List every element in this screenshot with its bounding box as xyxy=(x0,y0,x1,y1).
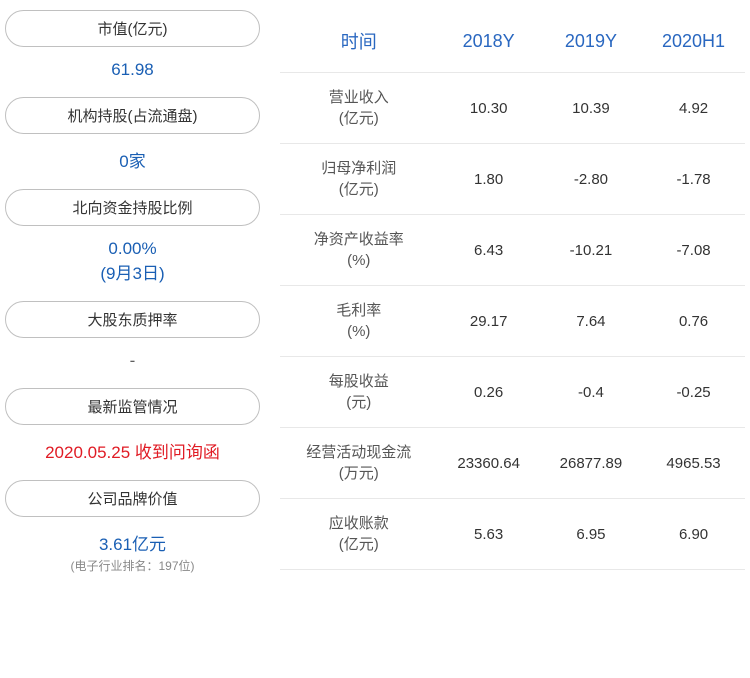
brand-value-rank: (电子行业排名：197位) xyxy=(5,557,260,574)
metric-label: 应收账款(亿元) xyxy=(280,499,438,570)
cell-value: 10.39 xyxy=(540,73,642,144)
northbound-percent: 0.00% xyxy=(108,239,156,258)
cell-value: 4.92 xyxy=(642,73,745,144)
cell-value: 5.63 xyxy=(438,499,540,570)
institutional-holding-label: 机构持股(占流通盘) xyxy=(5,97,260,134)
table-row: 毛利率(%) 29.17 7.64 0.76 xyxy=(280,286,745,357)
financial-table-panel: 时间 2018Y 2019Y 2020H1 营业收入(亿元) 10.30 10.… xyxy=(280,10,745,668)
header-2019y: 2019Y xyxy=(540,10,642,73)
financial-table: 时间 2018Y 2019Y 2020H1 营业收入(亿元) 10.30 10.… xyxy=(280,10,745,570)
cell-value: 6.90 xyxy=(642,499,745,570)
table-header-row: 时间 2018Y 2019Y 2020H1 xyxy=(280,10,745,73)
market-cap-label: 市值(亿元) xyxy=(5,10,260,47)
cell-value: 6.95 xyxy=(540,499,642,570)
cell-value: 10.30 xyxy=(438,73,540,144)
cell-value: 26877.89 xyxy=(540,428,642,499)
metric-label: 归母净利润(亿元) xyxy=(280,144,438,215)
metric-label: 净资产收益率(%) xyxy=(280,215,438,286)
northbound-holding-label: 北向资金持股比例 xyxy=(5,189,260,226)
cell-value: 0.26 xyxy=(438,357,540,428)
cell-value: -0.4 xyxy=(540,357,642,428)
cell-value: -2.80 xyxy=(540,144,642,215)
table-body: 营业收入(亿元) 10.30 10.39 4.92 归母净利润(亿元) 1.80… xyxy=(280,73,745,570)
table-row: 经营活动现金流(万元) 23360.64 26877.89 4965.53 xyxy=(280,428,745,499)
brand-value-value: 3.61亿元 (电子行业排名：197位) xyxy=(5,522,260,576)
brand-value-amount: 3.61亿元 xyxy=(99,535,166,554)
cell-value: 4965.53 xyxy=(642,428,745,499)
metric-label: 营业收入(亿元) xyxy=(280,73,438,144)
cell-value: 6.43 xyxy=(438,215,540,286)
northbound-date: (9月3日) xyxy=(100,264,164,283)
table-row: 归母净利润(亿元) 1.80 -2.80 -1.78 xyxy=(280,144,745,215)
major-shareholder-pledge-label: 大股东质押率 xyxy=(5,301,260,338)
cell-value: 7.64 xyxy=(540,286,642,357)
table-row: 净资产收益率(%) 6.43 -10.21 -7.08 xyxy=(280,215,745,286)
cell-value: -1.78 xyxy=(642,144,745,215)
left-info-panel: 市值(亿元) 61.98 机构持股(占流通盘) 0家 北向资金持股比例 0.00… xyxy=(5,10,260,668)
cell-value: -10.21 xyxy=(540,215,642,286)
cell-value: 0.76 xyxy=(642,286,745,357)
table-row: 营业收入(亿元) 10.30 10.39 4.92 xyxy=(280,73,745,144)
major-shareholder-pledge-value: - xyxy=(5,343,260,383)
institutional-holding-value: 0家 xyxy=(5,139,260,184)
northbound-holding-value: 0.00% (9月3日) xyxy=(5,231,260,296)
latest-regulation-label: 最新监管情况 xyxy=(5,388,260,425)
cell-value: 23360.64 xyxy=(438,428,540,499)
cell-value: 29.17 xyxy=(438,286,540,357)
header-2018y: 2018Y xyxy=(438,10,540,73)
cell-value: -7.08 xyxy=(642,215,745,286)
table-row: 应收账款(亿元) 5.63 6.95 6.90 xyxy=(280,499,745,570)
market-cap-value: 61.98 xyxy=(5,52,260,92)
metric-label: 经营活动现金流(万元) xyxy=(280,428,438,499)
latest-regulation-value: 2020.05.25 收到问询函 xyxy=(5,430,260,475)
brand-value-label: 公司品牌价值 xyxy=(5,480,260,517)
cell-value: -0.25 xyxy=(642,357,745,428)
table-row: 每股收益(元) 0.26 -0.4 -0.25 xyxy=(280,357,745,428)
metric-label: 每股收益(元) xyxy=(280,357,438,428)
header-time: 时间 xyxy=(280,10,438,73)
metric-label: 毛利率(%) xyxy=(280,286,438,357)
header-2020h1: 2020H1 xyxy=(642,10,745,73)
cell-value: 1.80 xyxy=(438,144,540,215)
